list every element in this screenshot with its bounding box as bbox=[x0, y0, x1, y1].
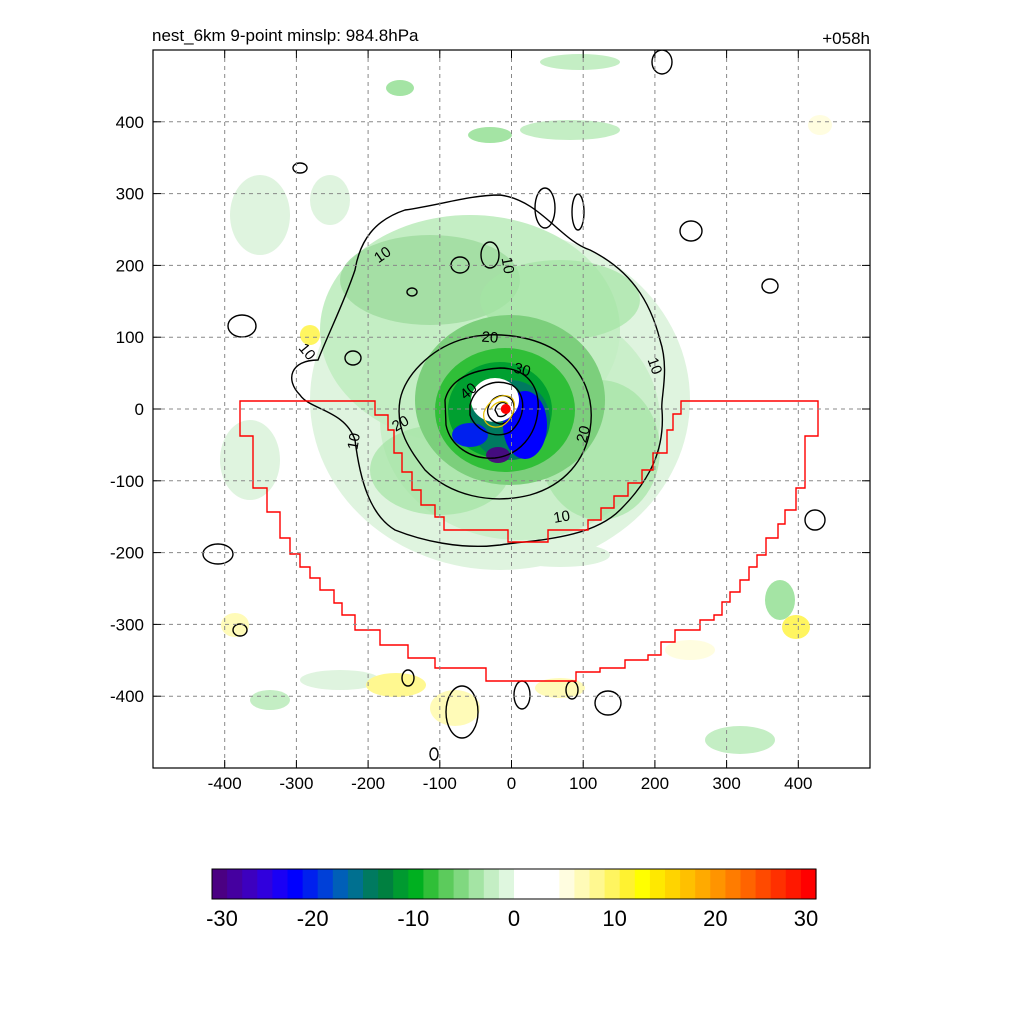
colorbar-swatch bbox=[453, 869, 470, 899]
colorbar-swatch bbox=[665, 869, 681, 899]
colorbar-swatch bbox=[363, 869, 379, 899]
colorbar-swatch bbox=[725, 869, 742, 899]
colorbar-swatch bbox=[498, 869, 515, 899]
contour-40 bbox=[469, 381, 524, 436]
colorbar-swatch bbox=[770, 869, 787, 899]
colorbar-swatch bbox=[800, 869, 817, 899]
contour-10-outer bbox=[291, 194, 666, 548]
colorbar-tick-label: 20 bbox=[703, 906, 727, 931]
colorbar-swatch bbox=[710, 869, 726, 899]
colorbar-swatch bbox=[257, 869, 273, 899]
y-tick-label: 300 bbox=[116, 185, 144, 204]
contour-label: 20 bbox=[389, 412, 412, 435]
colorbar-swatch bbox=[483, 869, 500, 899]
x-tick-label: -300 bbox=[279, 774, 313, 793]
contour-30 bbox=[444, 367, 539, 459]
colorbar: -30 -20 -10 0 10 20 30 bbox=[206, 868, 818, 931]
colorbar-swatch bbox=[649, 869, 666, 899]
center-marker-layer bbox=[500, 404, 511, 414]
colorbar-swatch bbox=[438, 869, 455, 899]
colorbar-swatch bbox=[272, 869, 289, 899]
x-tick-label: 300 bbox=[712, 774, 740, 793]
colorbar-swatch bbox=[695, 869, 711, 899]
contour-label: 10 bbox=[552, 507, 571, 527]
colorbar-swatch bbox=[529, 869, 545, 899]
colorbar-swatch bbox=[785, 869, 802, 899]
chart-title: nest_6km 9-point minslp: 984.8hPa bbox=[152, 26, 419, 45]
colorbar-swatch bbox=[393, 869, 409, 899]
x-tick-label: 200 bbox=[641, 774, 669, 793]
colorbar-tick-label: -30 bbox=[206, 906, 238, 931]
boundary-polygon bbox=[239, 400, 819, 682]
colorbar-swatch bbox=[574, 869, 591, 899]
colorbar-swatch bbox=[680, 869, 696, 899]
colorbar-swatch bbox=[317, 869, 334, 899]
colorbar-tick-label: 30 bbox=[794, 906, 818, 931]
storm-center-marker bbox=[500, 404, 511, 414]
colorbar-swatch bbox=[212, 869, 228, 899]
colorbar-swatch bbox=[604, 869, 621, 899]
shaded-field bbox=[220, 54, 832, 754]
x-tick-label: -400 bbox=[208, 774, 242, 793]
colorbar-swatch bbox=[755, 869, 772, 899]
colorbar-swatch bbox=[589, 869, 606, 899]
colorbar-swatch bbox=[423, 869, 440, 899]
colorbar-swatch bbox=[332, 869, 349, 899]
y-tick-label: 100 bbox=[116, 328, 144, 347]
colorbar-swatch bbox=[227, 869, 243, 899]
axis-ticks: -400 -300 -200 -100 0 100 200 300 40040030020010… bbox=[110, 50, 870, 793]
contour-20 bbox=[398, 334, 592, 500]
colorbar-tick-label: -20 bbox=[297, 906, 329, 931]
contour-label: 20 bbox=[573, 424, 594, 445]
colorbar-swatch bbox=[378, 869, 394, 899]
forecast-hour-label: +058h bbox=[822, 29, 870, 48]
colorbar-swatch bbox=[619, 869, 636, 899]
contour-label: 30 bbox=[512, 360, 533, 381]
colorbar-tick-label: 0 bbox=[508, 906, 520, 931]
x-tick-label: -100 bbox=[423, 774, 457, 793]
x-tick-label: -200 bbox=[351, 774, 385, 793]
colorbar-swatch bbox=[287, 869, 304, 899]
y-tick-label: -400 bbox=[110, 687, 144, 706]
colorbar-tick-label: 10 bbox=[602, 906, 626, 931]
colorbar-swatch bbox=[347, 869, 364, 899]
x-tick-label: 0 bbox=[507, 774, 516, 793]
y-tick-label: 0 bbox=[135, 400, 144, 419]
colorbar-swatch bbox=[514, 869, 530, 899]
y-tick-label: -300 bbox=[110, 615, 144, 634]
colorbar-swatch bbox=[544, 869, 560, 899]
y-tick-label: 400 bbox=[116, 113, 144, 132]
colorbar-swatch bbox=[302, 869, 319, 899]
colorbar-frame bbox=[211, 868, 817, 900]
positive-contours bbox=[483, 395, 515, 428]
colorbar-swatch bbox=[559, 869, 575, 899]
colorbar-swatch bbox=[468, 869, 485, 899]
colorbar-swatch bbox=[408, 869, 424, 899]
x-tick-label: 100 bbox=[569, 774, 597, 793]
contour-lines bbox=[202, 50, 826, 761]
contour-label: 20 bbox=[481, 329, 499, 347]
colorbar-tick-label: -10 bbox=[397, 906, 429, 931]
y-tick-label: 200 bbox=[116, 256, 144, 275]
y-tick-label: -100 bbox=[110, 472, 144, 491]
contour-label: 10 bbox=[344, 432, 364, 451]
contour-label: 10 bbox=[498, 256, 518, 275]
colorbar-swatch bbox=[740, 869, 757, 899]
contour-label: 10 bbox=[644, 355, 666, 376]
contour-label: 10 bbox=[371, 243, 394, 266]
y-tick-label: -200 bbox=[110, 544, 144, 563]
colorbar-swatch bbox=[242, 869, 258, 899]
x-tick-label: 400 bbox=[784, 774, 812, 793]
colorbar-swatch bbox=[634, 869, 651, 899]
